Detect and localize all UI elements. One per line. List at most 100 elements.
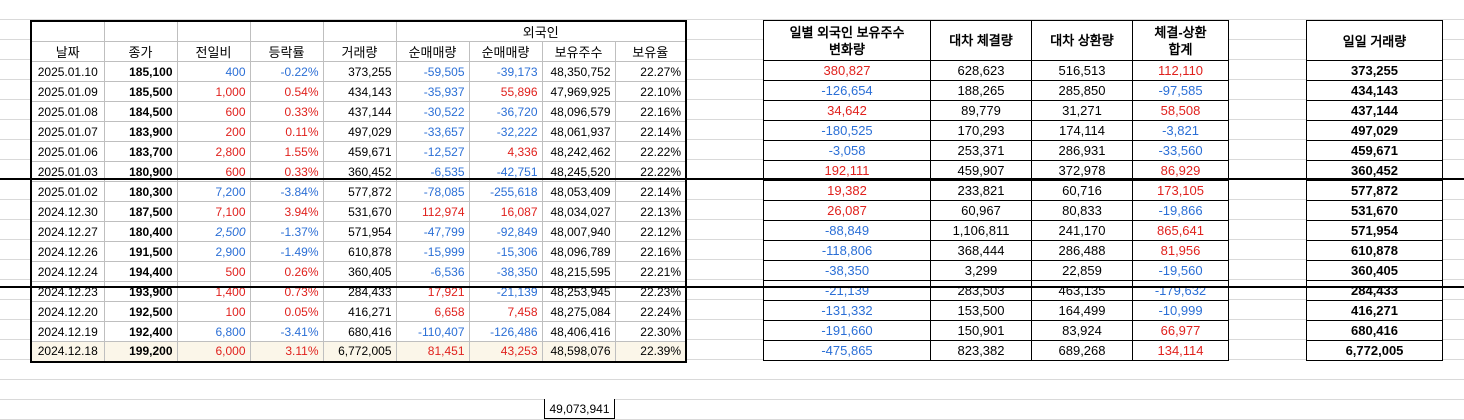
loan-exec-cell[interactable]: 3,299 (930, 260, 1032, 281)
close-cell[interactable]: 191,500 (103, 241, 178, 262)
net2-cell[interactable]: -42,751 (468, 161, 543, 182)
rate-cell[interactable]: 0.05% (249, 301, 324, 322)
net2-cell[interactable]: 7,458 (468, 301, 543, 322)
loan-exec-cell[interactable]: 150,901 (930, 320, 1032, 341)
exec-repay-sum-cell[interactable]: 66,977 (1132, 320, 1229, 341)
holdings-change-cell[interactable]: 34,642 (763, 100, 931, 121)
net2-cell[interactable]: -36,720 (468, 101, 543, 122)
net1-cell[interactable]: -12,527 (395, 141, 470, 162)
net2-cell[interactable]: -38,350 (468, 261, 543, 282)
volume-cell[interactable]: 610,878 (322, 241, 397, 262)
volume-cell[interactable]: 497,029 (322, 121, 397, 142)
holdings-cell[interactable]: 48,406,416 (541, 321, 616, 342)
loan-repay-cell[interactable]: 83,924 (1031, 320, 1133, 341)
volume-cell[interactable]: 373,255 (322, 61, 397, 82)
daily-volume-cell[interactable]: 416,271 (1306, 300, 1443, 321)
ratio-cell[interactable]: 22.21% (614, 261, 687, 282)
rate-cell[interactable]: -1.49% (249, 241, 324, 262)
net2-cell[interactable]: -39,173 (468, 61, 543, 82)
close-header[interactable]: 종가 (103, 41, 178, 62)
ratio-cell[interactable]: 22.13% (614, 201, 687, 222)
date-cell[interactable]: 2025.01.07 (30, 121, 105, 142)
net1-cell[interactable]: -33,657 (395, 121, 470, 142)
close-cell[interactable]: 183,900 (103, 121, 178, 142)
close-cell[interactable]: 187,500 (103, 201, 178, 222)
daily-volume-cell[interactable]: 284,433 (1306, 280, 1443, 301)
volume-header[interactable]: 거래량 (322, 41, 397, 62)
net2-cell[interactable]: 4,336 (468, 141, 543, 162)
volume-cell[interactable]: 434,143 (322, 81, 397, 102)
header-blank[interactable] (30, 20, 105, 42)
holdings-cell[interactable]: 48,007,940 (541, 221, 616, 242)
exec-repay-sum-cell[interactable]: 58,508 (1132, 100, 1229, 121)
ratio-cell[interactable]: 22.22% (614, 141, 687, 162)
holdings-cell[interactable]: 48,034,027 (541, 201, 616, 222)
close-cell[interactable]: 180,400 (103, 221, 178, 242)
exec-repay-sum-cell[interactable]: -33,560 (1132, 140, 1229, 161)
exec-repay-sum-cell[interactable]: 173,105 (1132, 180, 1229, 201)
rate-cell[interactable]: 3.11% (249, 341, 324, 363)
holdings-change-header[interactable]: 일별 외국인 보유주수 변화량 (763, 20, 931, 61)
net1-header[interactable]: 순매매량 (395, 41, 470, 62)
change-cell[interactable]: 6,800 (176, 321, 251, 342)
loan-repay-header[interactable]: 대차 상환량 (1031, 20, 1133, 61)
foreign-group-header[interactable]: 외국인 (395, 20, 687, 42)
net1-cell[interactable]: 81,451 (395, 341, 470, 363)
exec-repay-sum-cell[interactable]: -10,999 (1132, 300, 1229, 321)
rate-cell[interactable]: 0.73% (249, 281, 324, 302)
net2-header[interactable]: 순매매량 (468, 41, 543, 62)
change-cell[interactable]: 500 (176, 261, 251, 282)
exec-repay-sum-cell[interactable]: -97,585 (1132, 80, 1229, 101)
holdings-cell[interactable]: 48,096,789 (541, 241, 616, 262)
change-cell[interactable]: 600 (176, 101, 251, 122)
holdings-change-cell[interactable]: -118,806 (763, 240, 931, 261)
close-cell[interactable]: 183,700 (103, 141, 178, 162)
loan-repay-cell[interactable]: 285,850 (1031, 80, 1133, 101)
ratio-cell[interactable]: 22.12% (614, 221, 687, 242)
rate-cell[interactable]: -1.37% (249, 221, 324, 242)
exec-repay-sum-cell[interactable]: 865,641 (1132, 220, 1229, 241)
rate-cell[interactable]: -3.84% (249, 181, 324, 202)
exec-repay-sum-cell[interactable]: -179,632 (1132, 280, 1229, 301)
ratio-cell[interactable]: 22.10% (614, 81, 687, 102)
close-cell[interactable]: 180,300 (103, 181, 178, 202)
close-cell[interactable]: 193,900 (103, 281, 178, 302)
daily-volume-cell[interactable]: 610,878 (1306, 240, 1443, 261)
date-cell[interactable]: 2024.12.27 (30, 221, 105, 242)
loan-repay-cell[interactable]: 689,268 (1031, 340, 1133, 361)
loan-repay-cell[interactable]: 22,859 (1031, 260, 1133, 281)
volume-cell[interactable]: 437,144 (322, 101, 397, 122)
rate-cell[interactable]: -3.41% (249, 321, 324, 342)
close-cell[interactable]: 184,500 (103, 101, 178, 122)
net1-cell[interactable]: -6,536 (395, 261, 470, 282)
change-cell[interactable]: 400 (176, 61, 251, 82)
header-blank[interactable] (322, 20, 397, 42)
net2-cell[interactable]: 16,087 (468, 201, 543, 222)
exec-repay-sum-cell[interactable]: -3,821 (1132, 120, 1229, 141)
loan-exec-cell[interactable]: 153,500 (930, 300, 1032, 321)
change-cell[interactable]: 6,000 (176, 341, 251, 363)
close-cell[interactable]: 192,400 (103, 321, 178, 342)
holdings-change-cell[interactable]: -38,350 (763, 260, 931, 281)
loan-repay-cell[interactable]: 31,271 (1031, 100, 1133, 121)
net2-cell[interactable]: 55,896 (468, 81, 543, 102)
change-cell[interactable]: 200 (176, 121, 251, 142)
date-cell[interactable]: 2024.12.18 (30, 341, 105, 363)
net1-cell[interactable]: 17,921 (395, 281, 470, 302)
loan-exec-cell[interactable]: 368,444 (930, 240, 1032, 261)
net1-cell[interactable]: -47,799 (395, 221, 470, 242)
rate-header[interactable]: 등락률 (249, 41, 324, 62)
loan-exec-cell[interactable]: 823,382 (930, 340, 1032, 361)
volume-cell[interactable]: 577,872 (322, 181, 397, 202)
holdings-cell[interactable]: 48,598,076 (541, 341, 616, 363)
net2-cell[interactable]: -126,486 (468, 321, 543, 342)
net2-cell[interactable]: -21,139 (468, 281, 543, 302)
date-header[interactable]: 날짜 (30, 41, 105, 62)
date-cell[interactable]: 2025.01.10 (30, 61, 105, 82)
loan-exec-cell[interactable]: 188,265 (930, 80, 1032, 101)
date-cell[interactable]: 2024.12.23 (30, 281, 105, 302)
ratio-cell[interactable]: 22.27% (614, 61, 687, 82)
rate-cell[interactable]: -0.22% (249, 61, 324, 82)
holdings-change-cell[interactable]: 380,827 (763, 60, 931, 81)
change-cell[interactable]: 1,400 (176, 281, 251, 302)
